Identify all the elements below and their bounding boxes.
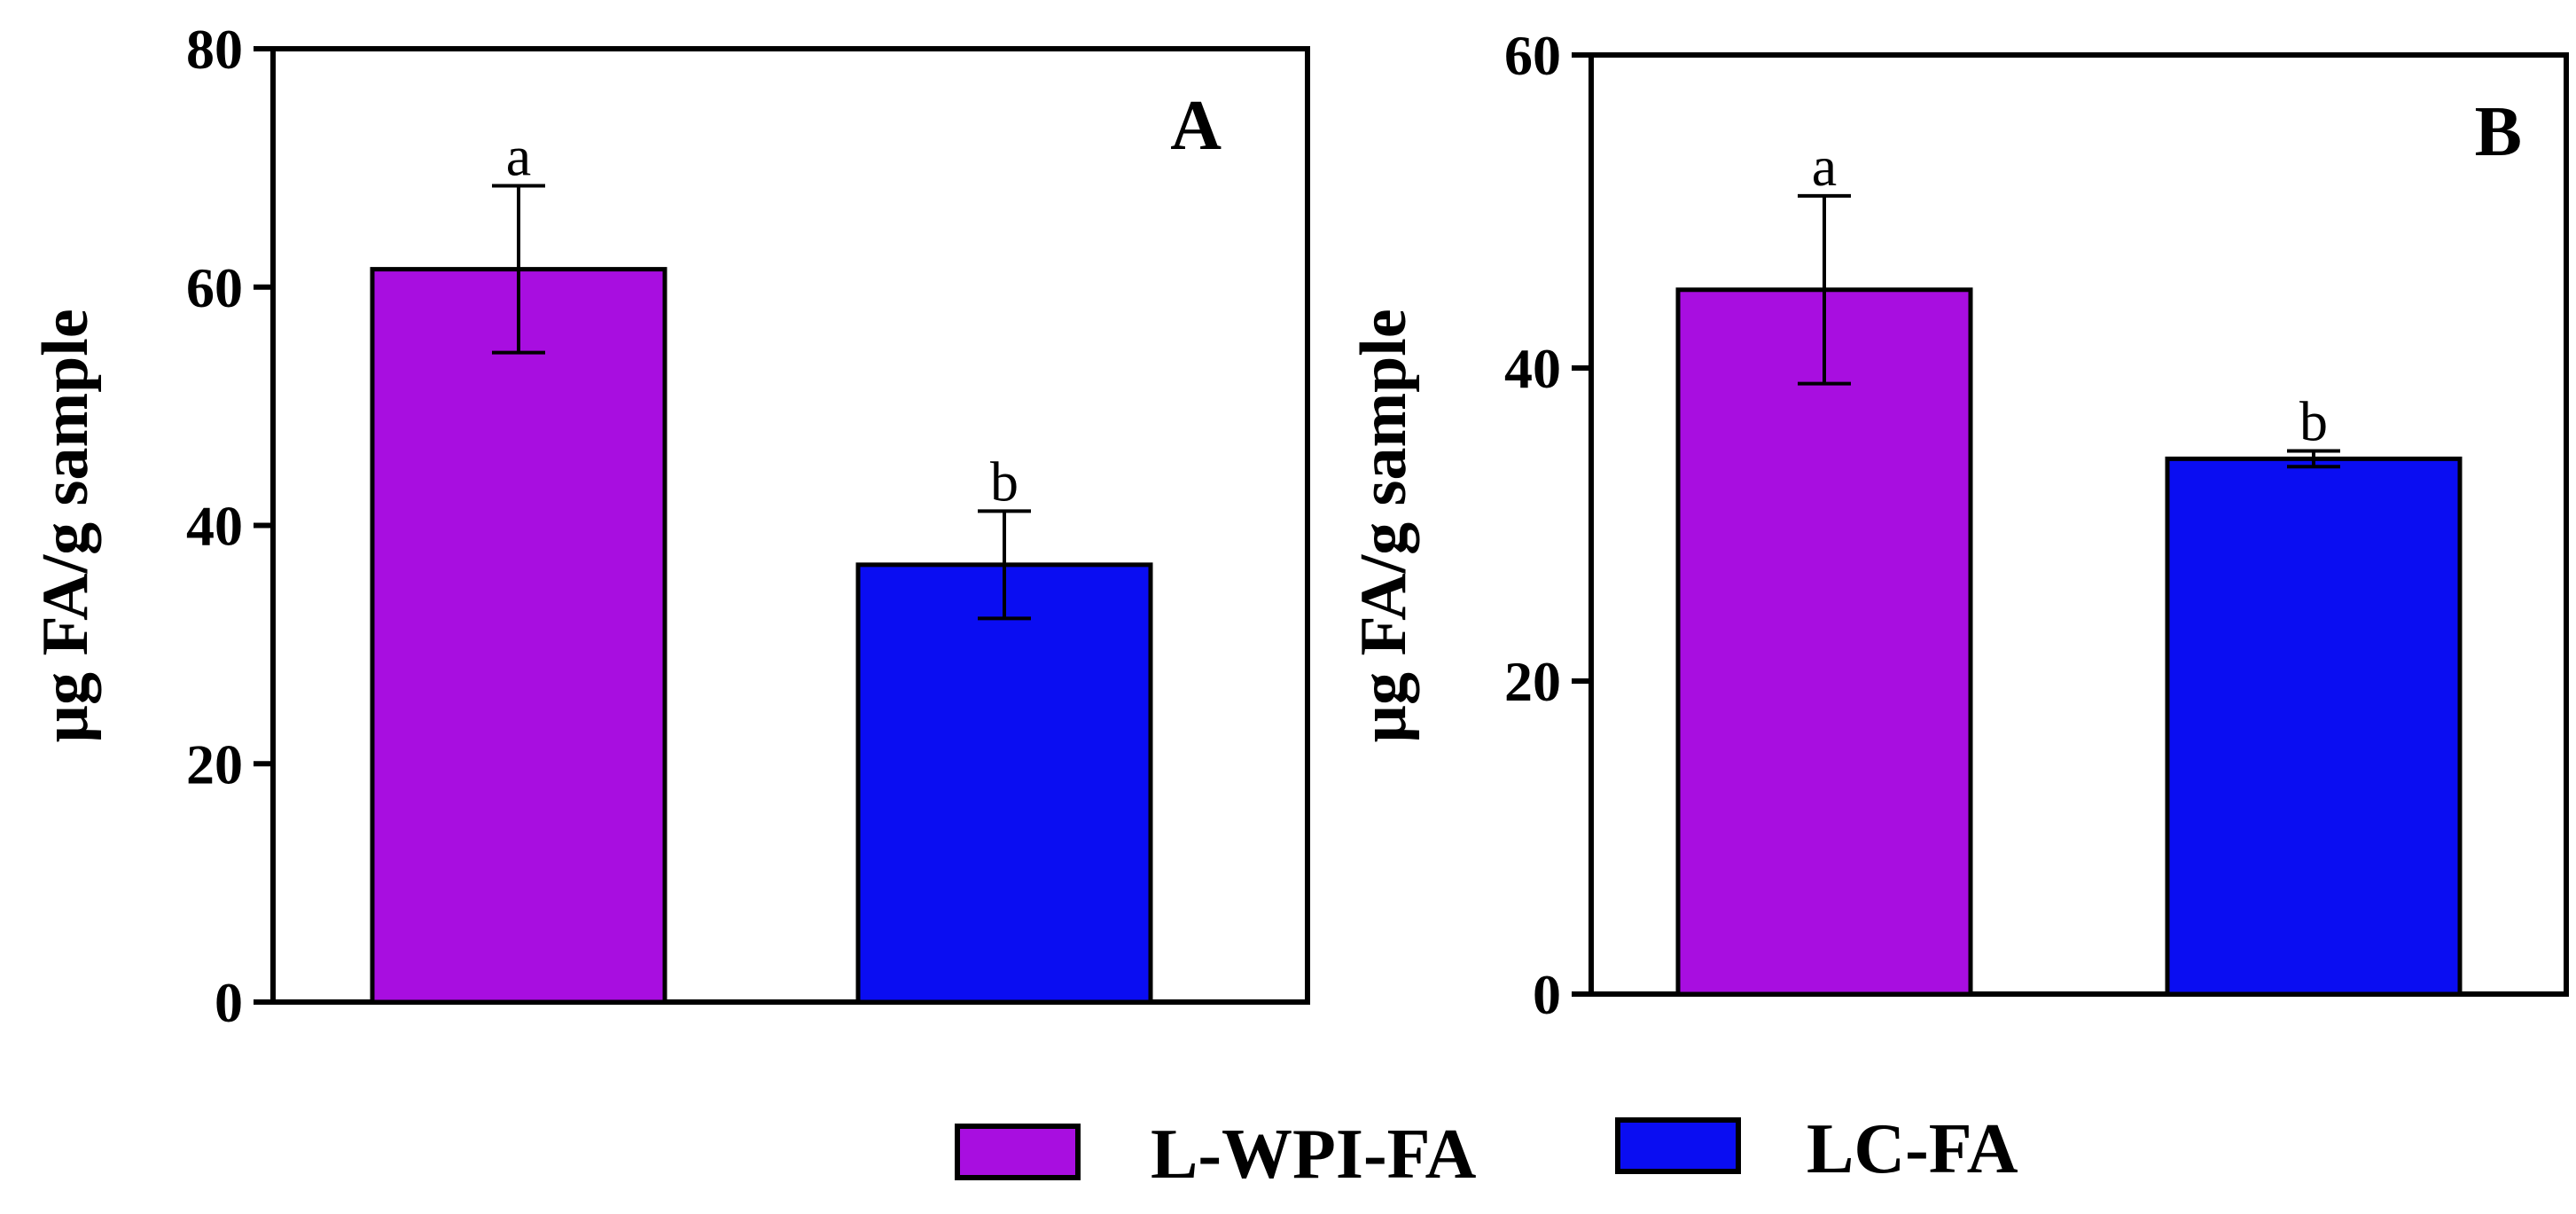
- bar-l-wpi-fa: [1675, 287, 1973, 997]
- y-axis-label: µg FA/g sample: [1347, 309, 1420, 742]
- significance-letter: b: [990, 450, 1019, 513]
- panel-label: A: [1170, 87, 1222, 165]
- y-tick-label: 20: [186, 732, 243, 795]
- chart-panel-b: 0 20 40 60 µg FA/g sample a b B: [1347, 24, 2569, 1026]
- y-tick-label: 60: [1504, 24, 1561, 87]
- significance-letter: a: [506, 125, 531, 188]
- bar-lc-fa: [855, 562, 1153, 1005]
- legend-swatch-l-wpi-fa: [955, 1124, 1081, 1180]
- y-tick-label: 80: [186, 18, 243, 81]
- plot-frame: [1589, 52, 2569, 997]
- significance-letter: b: [2299, 390, 2328, 453]
- legend-label-l-wpi-fa: L-WPI-FA: [1151, 1116, 1477, 1194]
- y-tick-label: 20: [1504, 650, 1561, 713]
- y-tick-label: 60: [186, 256, 243, 319]
- y-tick-label: 40: [186, 495, 243, 558]
- y-tick-label: 0: [1533, 963, 1561, 1026]
- y-tick-label: 40: [1504, 337, 1561, 400]
- chart-panel-a: 0 20 40 60 80 µg FA/g sample a b A: [29, 18, 1310, 1034]
- bar-lc-fa: [2165, 456, 2463, 997]
- legend-swatch-lc-fa: [1615, 1117, 1741, 1174]
- y-tick-label: 0: [215, 971, 243, 1034]
- y-axis-label: µg FA/g sample: [29, 309, 102, 742]
- significance-letter: a: [1812, 135, 1837, 198]
- bar-l-wpi-fa: [370, 267, 667, 1005]
- panel-label: B: [2475, 93, 2522, 171]
- legend: L-WPI-FA LC-FA: [955, 1110, 2018, 1194]
- legend-label-lc-fa: LC-FA: [1807, 1110, 2018, 1188]
